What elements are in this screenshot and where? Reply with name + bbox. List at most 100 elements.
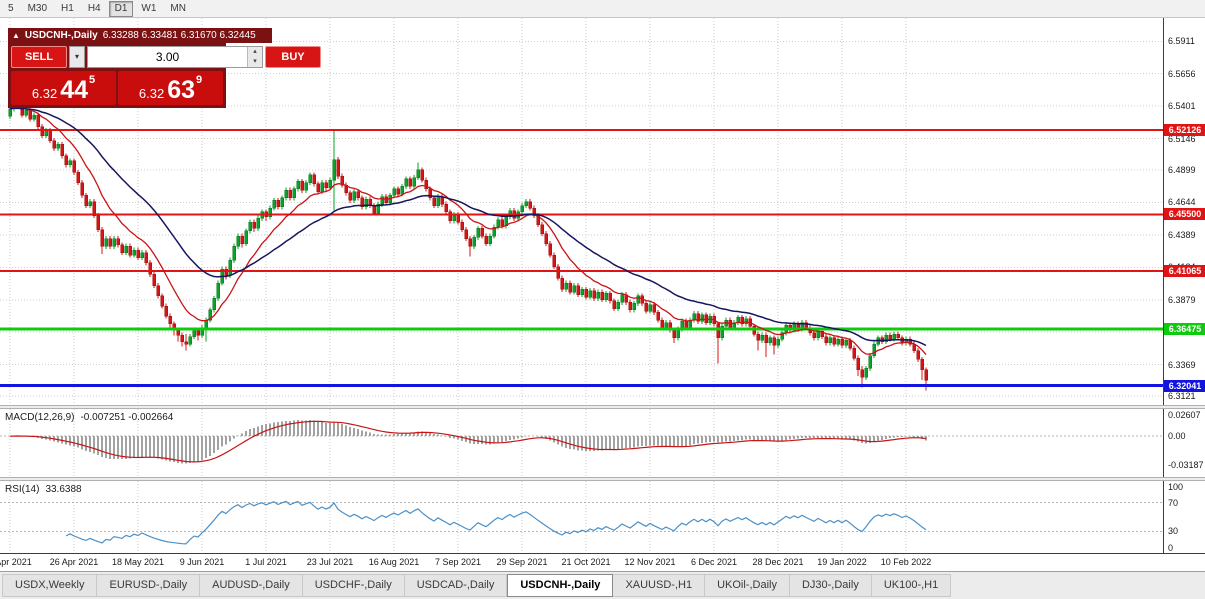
price-tick-label: 6.5656 [1168,68,1196,79]
rsi-axis: 100 70 30 0 [1163,481,1205,553]
volume-down-button[interactable]: ▾ [248,57,262,67]
date-label: 6 Dec 2021 [690,557,738,567]
date-label: 29 Sep 2021 [496,557,548,567]
date-label: 1 Apr 2021 [0,557,32,567]
volume-dropdown[interactable]: ▾ [69,46,85,68]
timeframe-toolbar: 5 M30 H1 H4 D1 W1 MN [0,0,1205,18]
rsi-tick-label: 30 [1168,526,1179,537]
bid-price-pip: 5 [89,74,96,86]
timeframe-button-m30[interactable]: M30 [22,1,53,17]
timeframe-button-h4[interactable]: H4 [82,1,107,17]
rsi-tick-label: 100 [1168,482,1184,492]
time-axis: 1 Apr 2021 26 Apr 2021 18 May 2021 9 Jun 20… [0,553,1205,571]
buy-button[interactable]: BUY [265,46,321,68]
chart-symbol-title: USDCNH-,Daily [24,30,98,41]
date-label: 19 Jan 2022 [817,557,867,567]
volume-input[interactable] [88,47,247,67]
chart-tab-bar: USDX,Weekly EURUSD-,Daily AUDUSD-,Daily USD… [0,571,1205,599]
date-label: 21 Oct 2021 [561,557,611,567]
sell-button[interactable]: SELL [11,46,67,68]
timeframe-button-h1[interactable]: H1 [55,1,80,17]
price-tick-label: 6.4899 [1168,165,1196,176]
rsi-grid-layer [0,481,1163,553]
grid-layer [0,18,1163,405]
tab-uk100-h1[interactable]: UK100-,H1 [871,574,952,597]
timeframe-button-d1[interactable]: D1 [108,0,134,17]
ask-price-pip: 9 [196,74,203,86]
chart-title-bar: ▲ USDCNH-,Daily 6.33288 6.33481 6.31670 … [8,28,272,43]
rsi-tick-label: 70 [1168,497,1179,508]
rsi-indicator-name: RSI(14) [5,484,40,495]
date-label: 1 Jul 2021 [245,557,287,567]
tab-usdx-weekly[interactable]: USDX,Weekly [2,574,98,597]
rsi-line [65,500,927,545]
panel-splitter-1[interactable] [0,405,1205,409]
tab-usdcad-daily[interactable]: USDCAD-,Daily [404,574,508,597]
bid-price-main: 44 [60,76,88,104]
date-label: 12 Nov 2021 [624,557,676,567]
price-tick-label: 6.5146 [1168,133,1196,144]
panel-splitter-2[interactable] [0,477,1205,481]
timeframe-button-mn[interactable]: MN [164,1,192,17]
date-label: 26 Apr 2021 [49,557,99,567]
price-tick-label: 6.3121 [1168,391,1196,402]
tab-eurusd-daily[interactable]: EURUSD-,Daily [97,574,201,597]
date-label: 7 Sep 2021 [434,557,482,567]
tab-dj30-daily[interactable]: DJ30-,Daily [789,574,872,597]
ask-price-main: 63 [167,76,195,104]
chart-window: 6.5911 6.5656 6.5401 6.5146 6.4899 6.4644 6.43… [0,18,1205,571]
volume-up-button[interactable]: ▴ [248,47,262,57]
date-label: 9 Jun 2021 [179,557,225,567]
date-label: 28 Dec 2021 [752,557,804,567]
tab-usdchf-daily[interactable]: USDCHF-,Daily [302,574,405,597]
horizontal-levels-layer [0,129,1163,388]
chevron-down-icon: ▾ [74,52,79,61]
tab-audusd-daily[interactable]: AUDUSD-,Daily [200,574,303,597]
price-tick-label: 6.5401 [1168,101,1196,112]
main-chart-canvas[interactable] [0,18,1163,405]
macd-signal-line [9,420,927,463]
ask-price-button[interactable]: 6.32 63 9 [118,71,223,105]
price-tick-label: 6.3369 [1168,359,1196,370]
macd-tick-label: -0.03187 [1168,460,1204,471]
price-level-label: 6.32041 [1164,379,1205,392]
one-click-body: SELL ▾ ▴ ▾ BUY 6.32445 [8,43,321,108]
price-level-label: 6.36475 [1164,323,1205,336]
price-level-label: 6.45500 [1164,208,1205,221]
tab-xauusd-h1[interactable]: XAUUSD-,H1 [613,574,706,597]
timeframe-button-5[interactable]: 5 [2,1,20,17]
macd-histogram [12,420,928,464]
one-click-trading-panel: ▲ USDCNH-,Daily 6.33288 6.33481 6.31670 … [8,28,321,108]
date-label: 16 Aug 2021 [368,557,420,567]
price-tick-label: 6.5911 [1168,36,1195,47]
macd-indicator-label-row: MACD(12,26,9) -0.007251 -0.002664 [5,412,173,423]
rsi-indicator-label-row: RSI(14) 33.6388 [5,484,82,495]
price-tick-label: 6.4389 [1168,229,1196,240]
price-axis: 6.5911 6.5656 6.5401 6.5146 6.4899 6.4644 6.43… [1163,18,1205,405]
date-label: 23 Jul 2021 [306,557,354,567]
price-level-label: 6.41065 [1164,264,1205,277]
macd-axis: 0.02607 0.00 -0.03187 [1163,409,1205,477]
macd-indicator-name: MACD(12,26,9) [5,412,75,423]
timeframe-button-w1[interactable]: W1 [135,1,162,17]
bid-price-button[interactable]: 6.32 44 5 [11,71,116,105]
price-tick-label: 6.4644 [1168,197,1196,208]
date-label: 10 Feb 2022 [880,557,932,567]
moving-averages-layer [9,106,927,356]
collapse-arrow-icon[interactable]: ▲ [12,31,20,40]
macd-indicator-values: -0.007251 -0.002664 [80,412,174,423]
candlesticks-layer [8,98,928,391]
chart-ohlc-values: 6.33288 6.33481 6.31670 6.32445 [102,30,256,41]
rsi-tick-label: 0 [1168,543,1174,553]
macd-panel-canvas[interactable] [0,409,1163,477]
price-level-label: 6.52126 [1164,124,1205,137]
rsi-panel-canvas[interactable] [0,481,1163,553]
volume-stepper: ▴ ▾ [87,46,263,68]
tab-usdcnh-daily[interactable]: USDCNH-,Daily [507,574,614,597]
macd-tick-label: 0.02607 [1168,410,1201,420]
ask-price-prefix: 6.32 [138,86,165,102]
tab-ukoil-daily[interactable]: UKOil-,Daily [705,574,790,597]
date-label: 18 May 2021 [111,557,165,567]
bid-price-prefix: 6.32 [31,86,58,102]
